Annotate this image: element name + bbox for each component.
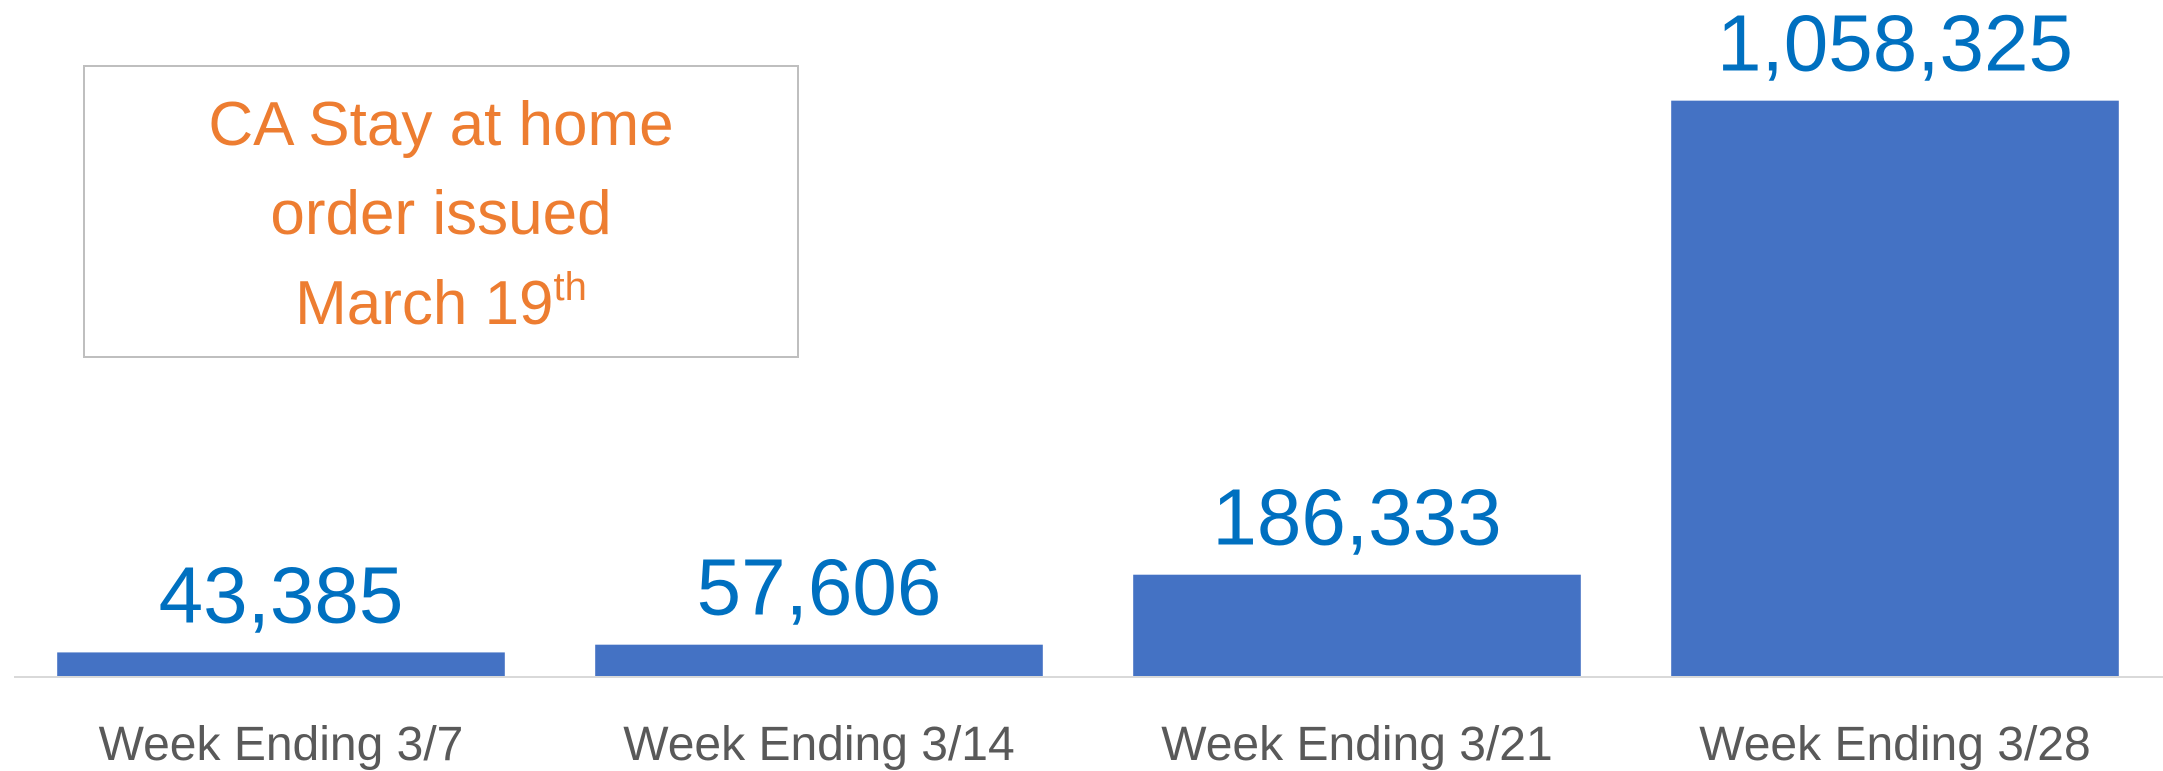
bar bbox=[1671, 100, 2119, 676]
value-label: 43,385 bbox=[159, 550, 404, 639]
annotation-box bbox=[83, 65, 799, 358]
value-label: 1,058,325 bbox=[1717, 0, 2073, 88]
annotation-superscript: th bbox=[554, 265, 587, 309]
x-tick-label: Week Ending 3/28 bbox=[1699, 718, 2090, 771]
value-label: 186,333 bbox=[1212, 473, 1501, 562]
annotation-line: March 19th bbox=[295, 265, 587, 338]
value-label: 57,606 bbox=[697, 543, 942, 632]
x-tick-label: Week Ending 3/7 bbox=[99, 718, 464, 771]
annotation-line: CA Stay at home bbox=[208, 90, 673, 159]
annotation-text: March 19 bbox=[295, 269, 553, 338]
bar bbox=[57, 652, 505, 676]
x-tick-label: Week Ending 3/14 bbox=[623, 718, 1014, 771]
bar bbox=[1133, 574, 1581, 676]
bar bbox=[595, 644, 1043, 676]
x-tick-label: Week Ending 3/21 bbox=[1161, 718, 1552, 771]
annotation-line: order issued bbox=[270, 179, 611, 248]
